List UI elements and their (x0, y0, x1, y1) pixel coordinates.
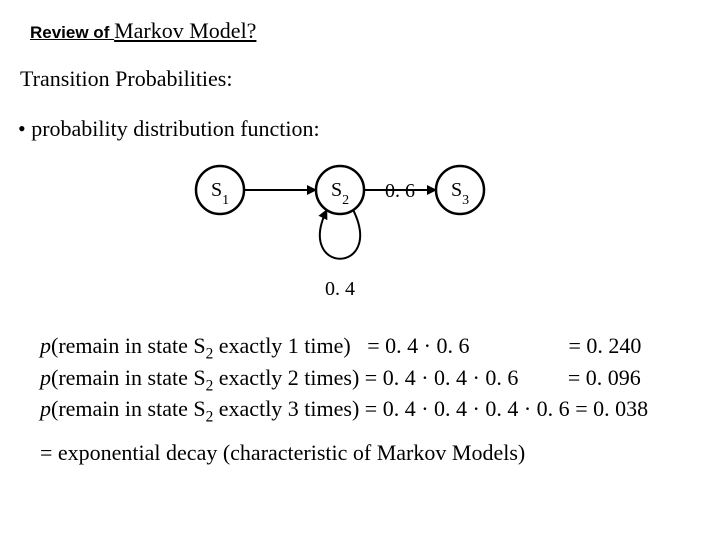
conclusion: = exponential decay (characteristic of M… (40, 440, 525, 466)
equation-line: p(remain in state S2 exactly 3 times) = … (40, 395, 648, 427)
equation-line: p(remain in state S2 exactly 1 time) = 0… (40, 332, 648, 364)
markov-diagram: 0. 60. 4S1S2S3 (160, 150, 560, 300)
slide-title: Review of Markov Model? (30, 18, 256, 44)
title-main: Markov Model? (114, 18, 256, 43)
equation-line: p(remain in state S2 exactly 2 times) = … (40, 364, 648, 396)
bullet-pdf: • probability distribution function: (18, 116, 320, 142)
svg-text:0. 4: 0. 4 (325, 278, 355, 300)
probability-equations: p(remain in state S2 exactly 1 time) = 0… (40, 332, 648, 427)
title-prefix: Review of (30, 23, 114, 42)
svg-text:0. 6: 0. 6 (385, 180, 415, 202)
subtitle: Transition Probabilities: (20, 66, 232, 92)
markov-svg: 0. 60. 4S1S2S3 (160, 150, 560, 300)
